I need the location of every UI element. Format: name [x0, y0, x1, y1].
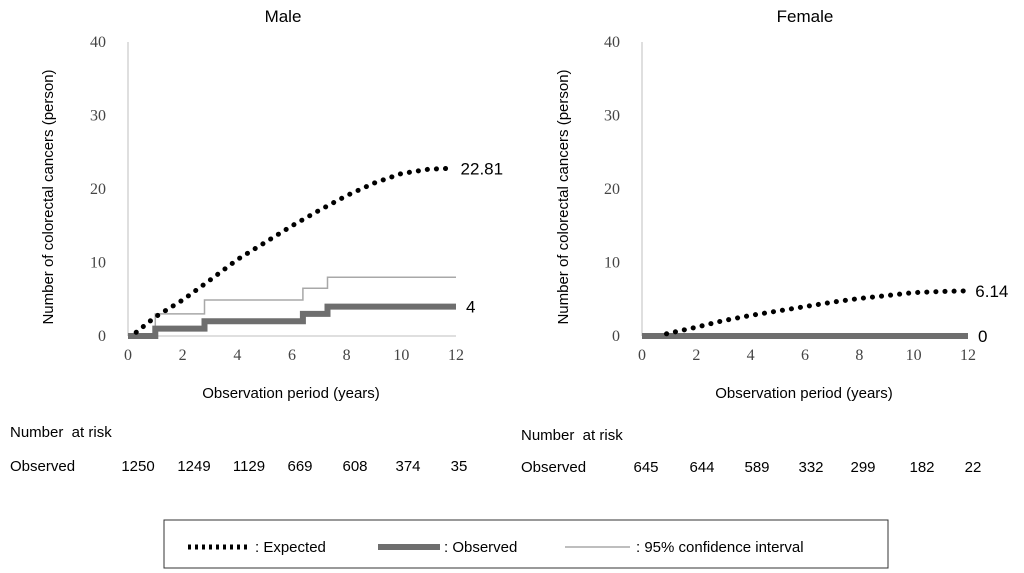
male-x-tick-label: 6 — [288, 347, 296, 364]
female-risk-value: 644 — [689, 459, 714, 476]
male-x-tick-label: 10 — [393, 347, 409, 364]
female-y-tick-label: 0 — [612, 328, 620, 345]
female-x-tick-label: 6 — [801, 347, 809, 364]
male-expected-end-label: 22.81 — [461, 159, 504, 178]
male-y-tick-label: 10 — [90, 255, 106, 272]
legend-expected-label: : Expected — [255, 539, 326, 556]
male-axes: 0 10 20 30 40 0 2 4 6 8 10 12 — [90, 34, 464, 364]
female-plot-area: 06.14 — [642, 282, 1008, 346]
male-risk-value: 669 — [287, 458, 312, 475]
female-x-tick-label: 10 — [906, 347, 922, 364]
male-risk-value: 35 — [451, 458, 468, 475]
male-x-tick-label: 2 — [179, 347, 187, 364]
legend: : Expected : Observed : 95% confidence i… — [163, 519, 889, 569]
female-x-tick-label: 12 — [960, 347, 976, 364]
female-risk-value: 332 — [798, 459, 823, 476]
female-y-tick-label: 40 — [604, 34, 620, 51]
female-axes: 0 10 20 30 40 0 2 4 6 8 10 12 — [604, 34, 976, 364]
female-risk-value: 589 — [744, 459, 769, 476]
female-risk-header: Number at risk — [521, 427, 623, 444]
female-risk-value: 645 — [633, 459, 658, 476]
female-risk-row-label: Observed — [521, 459, 586, 476]
male-risk-value: 1249 — [177, 458, 210, 475]
female-y-tick-label: 10 — [604, 255, 620, 272]
female-y-tick-label: 20 — [604, 181, 620, 198]
male-risk-header: Number at risk — [10, 424, 112, 441]
female-expected-line — [664, 288, 968, 337]
male-y-tick-label: 30 — [90, 108, 106, 125]
female-risk-values: 645 644 589 332 299 182 22 — [633, 459, 981, 476]
male-y-tick-label: 20 — [90, 181, 106, 198]
female-title: Female — [777, 7, 834, 26]
male-ci-line — [128, 276, 456, 337]
female-x-tick-label: 0 — [638, 347, 646, 364]
legend-box — [163, 519, 889, 569]
female-y-axis-label: Number of colorectal cancers (person) — [555, 69, 572, 324]
male-x-tick-label: 0 — [124, 347, 132, 364]
male-risk-value: 1129 — [233, 458, 265, 475]
male-title: Male — [265, 7, 302, 26]
female-risk-value: 182 — [909, 459, 934, 476]
male-y-tick-label: 40 — [90, 34, 106, 51]
male-risk-values: 1250 1249 1129 669 608 374 35 — [121, 458, 467, 475]
male-x-tick-label: 8 — [343, 347, 351, 364]
female-expected-end-label: 6.14 — [975, 282, 1008, 301]
male-risk-value: 374 — [395, 458, 420, 475]
male-risk-value: 1250 — [121, 458, 154, 475]
female-risk-value: 299 — [850, 459, 875, 476]
male-observed-line — [128, 303, 456, 339]
male-y-tick-label: 0 — [98, 328, 106, 345]
female-x-tick-label: 2 — [692, 347, 700, 364]
male-y-axis-label: Number of colorectal cancers (person) — [40, 69, 57, 324]
female-observed-end-label: 0 — [978, 327, 987, 346]
female-risk-value: 22 — [965, 459, 982, 476]
male-expected-line — [133, 165, 453, 335]
female-x-axis-label: Observation period (years) — [715, 385, 893, 402]
legend-ci-label: : 95% confidence interval — [636, 539, 804, 556]
female-x-tick-label: 8 — [855, 347, 863, 364]
male-plot-area: 422.81 — [128, 159, 504, 339]
legend-observed-label: : Observed — [444, 539, 517, 556]
female-x-tick-label: 4 — [747, 347, 755, 364]
male-x-tick-label: 4 — [233, 347, 241, 364]
male-x-tick-label: 12 — [448, 347, 464, 364]
male-observed-end-label: 4 — [466, 298, 475, 317]
male-risk-value: 608 — [342, 458, 367, 475]
male-risk-row-label: Observed — [10, 458, 75, 475]
female-y-tick-label: 30 — [604, 108, 620, 125]
male-x-axis-label: Observation period (years) — [202, 385, 380, 402]
